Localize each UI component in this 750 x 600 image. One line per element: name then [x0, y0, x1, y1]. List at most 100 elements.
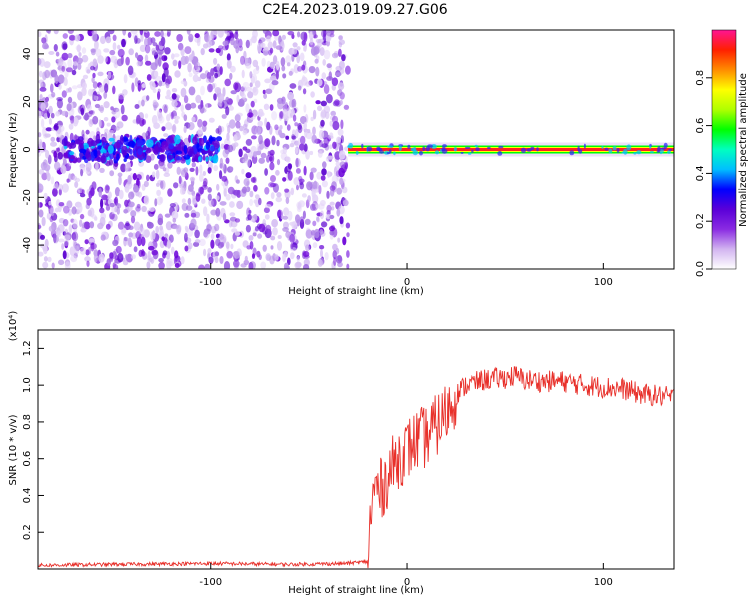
spectrogram-noise-dot — [201, 184, 208, 190]
spectrogram-noise-dot — [283, 262, 289, 269]
spectrogram-noise-dot — [265, 224, 272, 234]
spectrogram-noise-dot — [162, 250, 168, 256]
spectrogram-noise-dot — [188, 86, 196, 96]
spectrogram-noise-dot — [346, 263, 350, 269]
snr-series — [38, 366, 674, 569]
spectrogram-noise-dot — [98, 119, 102, 128]
spectrogram-noise-dot — [99, 167, 105, 173]
spectrogram-noise-dot — [61, 90, 67, 98]
spectrogram-band-dot — [202, 155, 206, 161]
spectrogram-noise-dot — [43, 256, 48, 262]
spectrogram-noise-dot — [213, 57, 218, 65]
spectrogram-noise-dot — [114, 187, 121, 197]
spectrogram-noise-dot — [100, 198, 104, 209]
spectrogram-noise-dot — [226, 122, 230, 128]
spectrogram-noise-dot — [309, 150, 314, 156]
spectrogram-noise-dot — [320, 119, 325, 127]
spectrogram-noise-dot — [112, 85, 116, 95]
spectrogram-noise-dot — [103, 117, 109, 122]
spectrogram-noise-dot — [312, 109, 317, 120]
spectrogram-noise-dot — [264, 187, 270, 195]
spectrogram-band-dot — [97, 145, 103, 150]
spectrogram-noise-dot — [312, 181, 320, 191]
spectrogram-noise-dot — [179, 187, 185, 195]
spectrogram-noise-dot — [296, 255, 300, 263]
spectrogram-noise-dot — [295, 214, 301, 224]
spectrogram-noise-dot — [225, 106, 230, 116]
spectrogram-noise-dot — [207, 193, 212, 201]
spectrogram-noise-dot — [55, 111, 61, 117]
spectrogram-noise-dot — [85, 162, 92, 172]
spectrogram-noise-dot — [134, 35, 138, 44]
spectrogram-noise-dot — [166, 239, 172, 249]
spectrogram-noise-dot — [79, 219, 83, 227]
spectrogram-noise-dot — [269, 162, 275, 171]
spectrogram-noise-dot — [66, 103, 72, 112]
spectrogram-noise-dot — [74, 181, 79, 189]
spectrogram-noise-dot — [98, 84, 105, 93]
snr-x-tick-label: 100 — [594, 577, 613, 588]
spectrogram-panel: -100 0 100 -40 -20 0 20 40 Height of straight l… — [8, 29, 675, 297]
spectrogram-noise-dot — [67, 53, 73, 59]
carrier-blip — [656, 150, 660, 153]
spectrogram-noise-dot — [180, 256, 185, 265]
spectrogram-noise-dot — [143, 180, 149, 188]
spectrogram-noise-dot — [78, 52, 82, 57]
spectrogram-noise-dot — [292, 42, 298, 48]
carrier-blip — [623, 148, 628, 155]
spectrogram-noise-dot — [206, 224, 212, 232]
snr-x-tick-label: 0 — [404, 577, 410, 588]
spectrogram-noise-dot — [249, 198, 254, 207]
spectrogram-noise-dot — [335, 65, 343, 72]
spectrogram-noise-dot — [61, 52, 69, 61]
spectrogram-noise-dot — [266, 155, 270, 163]
spectrogram-noise-dot — [329, 120, 334, 127]
spectrogram-noise-dot — [230, 37, 235, 46]
spectrogram-noise-dot — [139, 30, 144, 36]
spectrogram-noise-dot — [249, 190, 254, 198]
spectrogram-noise-dot — [214, 72, 219, 79]
spectrogram-noise-dot — [81, 54, 89, 63]
spectrogram-noise-dot — [310, 91, 315, 98]
spectrogram-noise-dot — [100, 35, 106, 45]
spectrogram-x-tick-label: 100 — [594, 277, 613, 288]
spectrogram-noise-dot — [56, 98, 64, 109]
spectrogram-band-dot — [129, 148, 133, 155]
spectrogram-noise-dot — [271, 135, 276, 146]
spectrogram-noise-dot — [143, 195, 150, 205]
spectrogram-noise-dot — [127, 32, 132, 38]
spectrogram-noise-dot — [225, 241, 230, 249]
spectrogram-noise-dot — [156, 189, 162, 197]
spectrogram-noise-dot — [245, 148, 251, 153]
figure-title: C2E4.2023.019.09.27.G06 — [262, 2, 447, 18]
spectrogram-noise-dot — [312, 242, 318, 249]
spectrogram-noise-dot — [176, 166, 181, 175]
spectrogram-noise-dot — [314, 228, 320, 239]
spectrogram-band-dot — [87, 154, 92, 162]
spectrogram-noise-dot — [41, 216, 46, 227]
carrier-line — [348, 148, 674, 151]
spectrogram-noise-dot — [272, 227, 278, 236]
spectrogram-noise-dot — [215, 207, 221, 217]
spectrogram-noise-dot — [218, 45, 224, 50]
spectrogram-noise-dot — [323, 49, 331, 60]
spectrogram-noise-dot — [332, 120, 340, 131]
spectrogram-noise-dot — [136, 177, 140, 188]
spectrogram-noise-dot — [263, 103, 270, 111]
spectrogram-noise-dot — [308, 80, 314, 86]
snr-plot-area — [38, 330, 674, 569]
spectrogram-noise-dot — [242, 123, 248, 130]
carrier-blip — [583, 143, 586, 149]
spectrogram-noise-dot — [222, 45, 229, 51]
spectrogram-noise-dot — [299, 182, 305, 190]
spectrogram-noise-dot — [307, 195, 311, 203]
spectrogram-noise-dot — [270, 192, 275, 200]
spectrogram-noise-dot — [272, 40, 277, 49]
spectrogram-noise-dot — [339, 161, 346, 169]
spectrogram-noise-dot — [291, 221, 298, 230]
spectrogram-band-dot — [145, 139, 154, 148]
spectrogram-band-dot — [95, 133, 101, 144]
spectrogram-noise-dot — [58, 259, 65, 266]
spectrogram-noise-dot — [91, 48, 96, 56]
spectrogram-noise-dot — [130, 210, 137, 218]
